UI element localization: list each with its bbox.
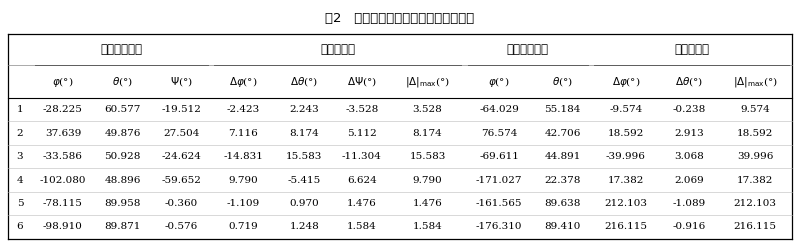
Text: $\Delta\varphi$(°): $\Delta\varphi$(°) [612, 74, 640, 88]
Text: 9.790: 9.790 [229, 175, 258, 185]
Text: $\theta$(°): $\theta$(°) [552, 75, 573, 88]
Text: $\theta$(°): $\theta$(°) [112, 75, 133, 88]
Text: -0.916: -0.916 [673, 222, 706, 231]
Text: 60.577: 60.577 [105, 105, 141, 114]
Text: 44.891: 44.891 [544, 152, 581, 161]
Text: -0.576: -0.576 [165, 222, 198, 231]
Text: 9.790: 9.790 [413, 175, 442, 185]
Text: -9.574: -9.574 [610, 105, 642, 114]
Text: -28.225: -28.225 [43, 105, 83, 114]
Text: $\Delta\theta$(°): $\Delta\theta$(°) [290, 75, 318, 88]
Text: $\varphi$(°): $\varphi$(°) [489, 74, 510, 88]
Text: 89.410: 89.410 [544, 222, 581, 231]
Text: -2.423: -2.423 [227, 105, 260, 114]
Text: 2: 2 [17, 129, 23, 138]
Text: 8.174: 8.174 [290, 129, 319, 138]
Text: 0.719: 0.719 [229, 222, 258, 231]
Text: 89.638: 89.638 [544, 199, 581, 208]
Text: 18.592: 18.592 [608, 129, 644, 138]
Text: 49.876: 49.876 [105, 129, 141, 138]
Text: 2.243: 2.243 [290, 105, 319, 114]
Text: -3.528: -3.528 [345, 105, 378, 114]
Text: 17.382: 17.382 [608, 175, 644, 185]
Text: 0.970: 0.970 [290, 199, 319, 208]
Text: 8.174: 8.174 [413, 129, 442, 138]
Text: 48.896: 48.896 [105, 175, 141, 185]
Text: 212.103: 212.103 [734, 199, 777, 208]
Text: -176.310: -176.310 [476, 222, 522, 231]
Text: $\Psi$(°): $\Psi$(°) [170, 75, 193, 88]
Text: -78.115: -78.115 [43, 199, 83, 208]
Text: 76.574: 76.574 [481, 129, 518, 138]
Text: 5.112: 5.112 [347, 129, 377, 138]
Text: 89.958: 89.958 [105, 199, 141, 208]
Text: 89.871: 89.871 [105, 222, 141, 231]
Text: 3.068: 3.068 [674, 152, 704, 161]
Text: $\Delta\varphi$(°): $\Delta\varphi$(°) [229, 74, 258, 88]
Text: -39.996: -39.996 [606, 152, 646, 161]
Text: 4: 4 [17, 175, 23, 185]
Text: -69.611: -69.611 [479, 152, 519, 161]
Text: 22.378: 22.378 [544, 175, 581, 185]
Text: 216.115: 216.115 [604, 222, 647, 231]
Text: 7.116: 7.116 [229, 129, 258, 138]
Text: 42.706: 42.706 [544, 129, 581, 138]
Text: 3.528: 3.528 [413, 105, 442, 114]
Text: -1.089: -1.089 [673, 199, 706, 208]
Text: -0.238: -0.238 [673, 105, 706, 114]
Text: 1.476: 1.476 [413, 199, 442, 208]
Text: 15.583: 15.583 [410, 152, 446, 161]
Text: 1.476: 1.476 [347, 199, 377, 208]
Text: -24.624: -24.624 [162, 152, 202, 161]
Text: 212.103: 212.103 [604, 199, 647, 208]
Text: $\varphi$(°): $\varphi$(°) [52, 74, 74, 88]
Text: -59.652: -59.652 [162, 175, 202, 185]
Text: -1.109: -1.109 [227, 199, 260, 208]
Text: -0.360: -0.360 [165, 199, 198, 208]
Text: $\Delta\Psi$(°): $\Delta\Psi$(°) [347, 75, 377, 88]
Text: 两轴初始转角: 两轴初始转角 [507, 43, 549, 56]
Text: -64.029: -64.029 [479, 105, 519, 114]
Text: 1.584: 1.584 [347, 222, 377, 231]
Text: $|\Delta|_{\mathrm{max}}$(°): $|\Delta|_{\mathrm{max}}$(°) [405, 74, 450, 88]
Text: $|\Delta|_{\mathrm{max}}$(°): $|\Delta|_{\mathrm{max}}$(°) [733, 74, 778, 88]
Text: 37.639: 37.639 [45, 129, 81, 138]
Text: -98.910: -98.910 [43, 222, 83, 231]
Text: 表2   车载两轴跟踪策略和三轴跟踪策略: 表2 车载两轴跟踪策略和三轴跟踪策略 [326, 12, 474, 25]
Text: 6: 6 [17, 222, 23, 231]
Text: -5.415: -5.415 [288, 175, 321, 185]
Text: 5: 5 [17, 199, 23, 208]
Text: 18.592: 18.592 [737, 129, 773, 138]
Text: 9.574: 9.574 [740, 105, 770, 114]
Text: -161.565: -161.565 [476, 199, 522, 208]
Text: 1.584: 1.584 [413, 222, 442, 231]
Text: 27.504: 27.504 [163, 129, 199, 138]
Text: 1.248: 1.248 [290, 222, 319, 231]
Text: 50.928: 50.928 [105, 152, 141, 161]
Text: 2.069: 2.069 [674, 175, 704, 185]
Text: 15.583: 15.583 [286, 152, 322, 161]
Text: 三轴初始转角: 三轴初始转角 [101, 43, 142, 56]
Text: 1: 1 [17, 105, 23, 114]
Text: -11.304: -11.304 [342, 152, 382, 161]
Text: 三轴角增量: 三轴角增量 [320, 43, 355, 56]
Text: 两轴角增量: 两轴角增量 [674, 43, 709, 56]
Text: 3: 3 [17, 152, 23, 161]
Text: -19.512: -19.512 [162, 105, 202, 114]
Text: 17.382: 17.382 [737, 175, 773, 185]
Text: -14.831: -14.831 [223, 152, 263, 161]
Text: -33.586: -33.586 [43, 152, 83, 161]
Text: 216.115: 216.115 [734, 222, 777, 231]
Text: -102.080: -102.080 [40, 175, 86, 185]
Text: 2.913: 2.913 [674, 129, 704, 138]
Text: 55.184: 55.184 [544, 105, 581, 114]
Text: 6.624: 6.624 [347, 175, 377, 185]
Text: $\Delta\theta$(°): $\Delta\theta$(°) [675, 75, 703, 88]
Text: 39.996: 39.996 [737, 152, 773, 161]
Text: -171.027: -171.027 [476, 175, 522, 185]
